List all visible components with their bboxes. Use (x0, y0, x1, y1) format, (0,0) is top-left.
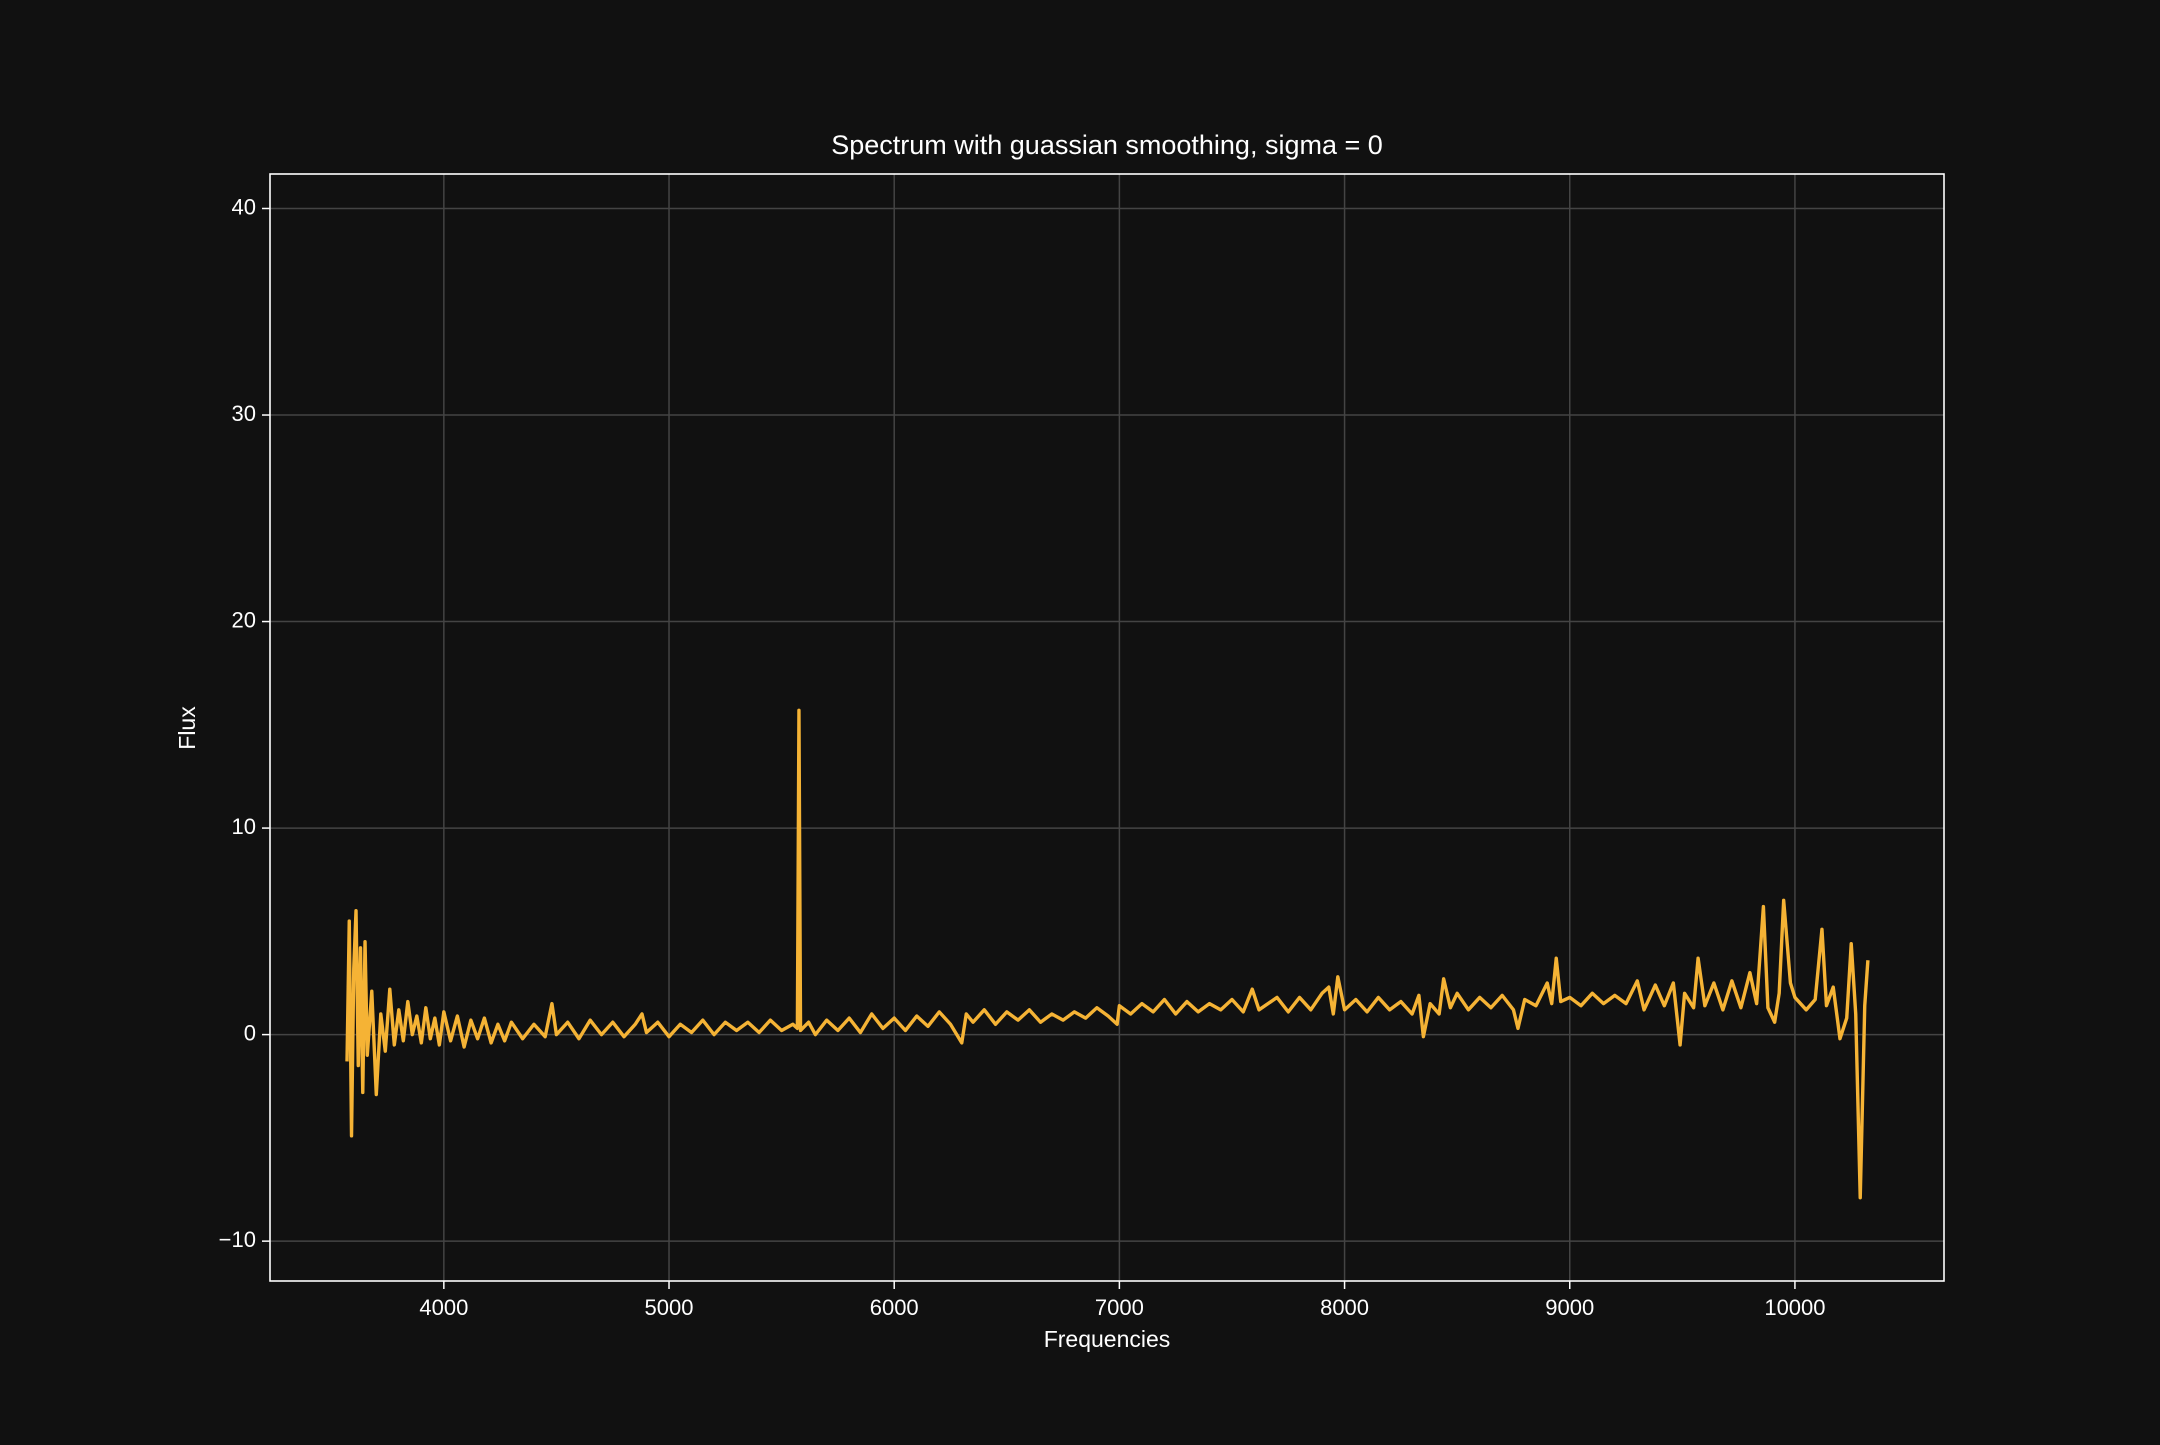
x-tick-label: 9000 (1545, 1295, 1594, 1320)
y-tick-label: −10 (219, 1227, 256, 1252)
chart-title: Spectrum with guassian smoothing, sigma … (831, 130, 1383, 160)
y-tick-label: 40 (232, 194, 256, 219)
spectrum-line (345, 708, 1870, 1200)
y-tick-label: 30 (232, 401, 256, 426)
y-tick-label: 0 (244, 1020, 256, 1045)
plot-frame (269, 173, 1945, 1282)
x-tick-label: 10000 (1764, 1295, 1825, 1320)
x-tick-label: 5000 (645, 1295, 694, 1320)
y-axis-label: Flux (174, 706, 200, 750)
y-tick-label: 20 (232, 607, 256, 632)
x-tick-label: 7000 (1095, 1295, 1144, 1320)
x-tick-label: 8000 (1320, 1295, 1369, 1320)
y-tick-label: 10 (232, 814, 256, 839)
x-axis-label: Frequencies (1044, 1326, 1171, 1352)
x-tick-label: 4000 (419, 1295, 468, 1320)
x-tick-label: 6000 (870, 1295, 919, 1320)
